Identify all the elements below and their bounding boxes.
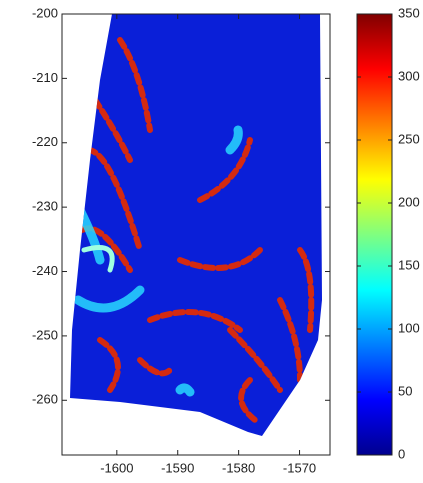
y-tick-label: -220 — [32, 134, 58, 149]
y-tick-label: -200 — [32, 5, 58, 20]
colorbar-tick-label: 0 — [398, 446, 405, 461]
colorbar-tick-label: 350 — [398, 5, 420, 20]
colorbar-tick-label: 300 — [398, 68, 420, 83]
x-tick-label: -1600 — [100, 460, 133, 475]
colorbar-tick-label: 250 — [398, 131, 420, 146]
y-tick-label: -210 — [32, 70, 58, 85]
colorbar-tick-label: 50 — [398, 383, 412, 398]
colorbar-tick-label: 150 — [398, 257, 420, 272]
x-tick-label: -1580 — [222, 460, 255, 475]
field-image — [70, 14, 322, 436]
y-tick-label: -250 — [32, 327, 58, 342]
axes-box — [61, 13, 331, 456]
y-tick-label: -230 — [32, 199, 58, 214]
y-tick-label: -240 — [32, 263, 58, 278]
colorbar-tick-label: 100 — [398, 320, 420, 335]
y-tick-label: -260 — [32, 392, 58, 407]
x-tick-label: -1570 — [283, 460, 316, 475]
colorbar-tick-label: 200 — [398, 194, 420, 209]
colorbar — [356, 13, 393, 456]
x-tick-label: -1590 — [161, 460, 194, 475]
